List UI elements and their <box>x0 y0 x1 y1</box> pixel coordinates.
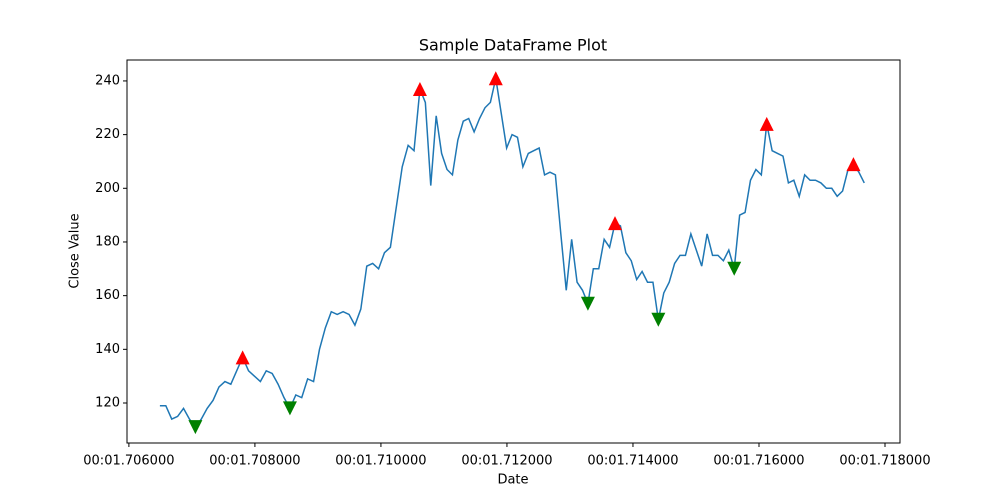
x-tick-label: 00:01.718000 <box>839 454 930 469</box>
chart-title: Sample DataFrame Plot <box>419 36 607 55</box>
y-axis-label: Close Value <box>68 213 83 288</box>
y-tick-label: 180 <box>95 234 120 249</box>
y-tick-label: 120 <box>95 396 120 411</box>
trough-marker <box>282 401 297 416</box>
peak-marker <box>846 157 861 172</box>
x-tick-label: 00:01.716000 <box>713 454 804 469</box>
y-tick-label: 220 <box>95 127 120 142</box>
y-tick-label: 200 <box>95 181 120 196</box>
x-axis-label: Date <box>497 473 528 488</box>
trough-marker <box>580 296 595 311</box>
trough-marker <box>727 261 742 276</box>
peak-marker <box>488 71 503 86</box>
trough-marker <box>188 420 203 435</box>
x-tick-label: 00:01.708000 <box>209 454 300 469</box>
y-tick-label: 240 <box>95 73 120 88</box>
data-line <box>159 78 865 429</box>
trough-marker <box>651 312 666 327</box>
x-tick-label: 00:01.706000 <box>83 454 174 469</box>
y-tick-label: 160 <box>95 288 120 303</box>
x-tick-label: 00:01.714000 <box>587 454 678 469</box>
peak-marker <box>235 350 250 365</box>
peak-marker <box>608 216 623 231</box>
x-tick-label: 00:01.710000 <box>335 454 426 469</box>
peak-marker <box>412 81 427 96</box>
plot-frame <box>126 59 901 444</box>
x-tick-label: 00:01.712000 <box>461 454 552 469</box>
peak-marker <box>759 116 774 131</box>
y-tick-label: 140 <box>95 342 120 357</box>
